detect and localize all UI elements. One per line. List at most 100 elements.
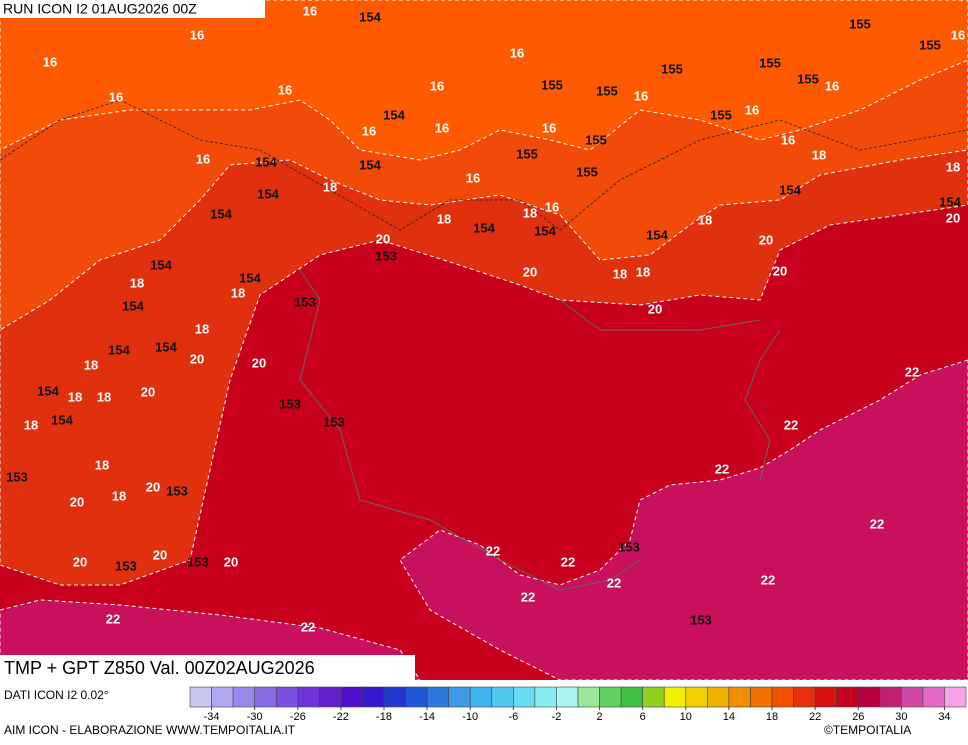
colorbar-swatch <box>620 686 643 708</box>
contour-label: 16 <box>542 120 556 135</box>
contour-label: 153 <box>618 539 640 554</box>
colorbar-tick-label: 34 <box>938 711 950 723</box>
colorbar-swatch <box>340 686 363 708</box>
colorbar-swatch <box>534 686 557 708</box>
colorbar-tick-label: 18 <box>766 711 778 723</box>
contour-label: 20 <box>73 554 87 569</box>
contour-label: 155 <box>759 55 781 70</box>
contour-label: 20 <box>773 263 787 278</box>
contour-label: 20 <box>153 547 167 562</box>
colorbar-tick-label: -6 <box>508 711 518 723</box>
colorbar-tick-label: 10 <box>680 711 692 723</box>
contour-label: 16 <box>466 170 480 185</box>
contour-label: 153 <box>166 483 188 498</box>
colorbar-swatch <box>642 686 665 708</box>
contour-label: 22 <box>301 619 315 634</box>
colorbar-swatch <box>189 686 212 708</box>
colorbar-swatch <box>663 686 687 708</box>
colorbar-tick-label: 22 <box>809 711 821 723</box>
colorbar-swatch <box>857 686 881 708</box>
colorbar-swatch <box>319 686 342 708</box>
contour-label: 16 <box>362 123 376 138</box>
colorbar-swatch <box>707 686 730 708</box>
contour-label: 155 <box>596 83 618 98</box>
colorbar-swatch <box>922 686 945 708</box>
contour-label: 18 <box>68 389 82 404</box>
contour-label: 20 <box>759 232 773 247</box>
contour-label: 22 <box>715 461 729 476</box>
contour-label: 16 <box>43 54 57 69</box>
contour-label: 154 <box>122 298 144 313</box>
contour-label: 18 <box>636 264 650 279</box>
colorbar-tick-label: -10 <box>462 711 478 723</box>
colorbar-swatch <box>469 686 493 708</box>
contour-label: 16 <box>190 27 204 42</box>
contour-label: 154 <box>359 157 381 172</box>
copyright-label: ©TEMPOITALIA <box>824 723 911 737</box>
colorbar-tick-label: 2 <box>596 711 602 723</box>
contour-label: 18 <box>437 211 451 226</box>
contour-label: 18 <box>195 321 209 336</box>
colorbar-tick-label: -26 <box>290 711 306 723</box>
contour-label: 18 <box>84 357 98 372</box>
contour-label: 153 <box>323 414 345 429</box>
contour-label: 20 <box>252 355 266 370</box>
contour-label: 16 <box>951 27 965 42</box>
contour-label: 20 <box>648 301 662 316</box>
colorbar-tick-label: -22 <box>333 711 349 723</box>
contour-label: 18 <box>24 417 38 432</box>
contour-label: 16 <box>745 102 759 117</box>
contour-label: 18 <box>523 205 537 220</box>
colorbar-swatch <box>728 686 751 708</box>
contour-label: 153 <box>294 294 316 309</box>
contour-label: 20 <box>70 494 84 509</box>
contour-label: 22 <box>905 364 919 379</box>
contour-label: 154 <box>108 342 130 357</box>
contour-label: 154 <box>37 383 59 398</box>
colorbar-swatch <box>599 686 622 708</box>
contour-label: 18 <box>946 159 960 174</box>
colorbar-tick-label: 30 <box>895 711 907 723</box>
contour-label: 22 <box>561 554 575 569</box>
contour-label: 155 <box>710 107 732 122</box>
colorbar-tick-label: -2 <box>552 711 562 723</box>
contour-label: 154 <box>534 223 556 238</box>
colorbar-swatch <box>750 686 773 708</box>
contour-label: 16 <box>510 45 524 60</box>
contour-label: 154 <box>473 220 495 235</box>
colorbar-swatch <box>944 686 967 708</box>
contour-label: 155 <box>576 164 598 179</box>
colorbar-swatch <box>383 686 406 708</box>
colorbar-swatch <box>685 686 708 708</box>
contour-label: 18 <box>95 457 109 472</box>
zone-16 <box>0 0 968 161</box>
contour-label: 22 <box>761 572 775 587</box>
colorbar-swatch <box>814 686 837 708</box>
colorbar-swatch <box>405 686 428 708</box>
colorbar-swatch <box>254 686 277 708</box>
source-label: DATI ICON I2 0.02° <box>4 688 109 702</box>
credit-label: AIM ICON - ELABORAZIONE WWW.TEMPOITALIA.… <box>4 723 296 737</box>
contour-label: 155 <box>585 132 607 147</box>
contour-label: 153 <box>115 558 137 573</box>
map <box>0 0 968 681</box>
contour-label: 18 <box>112 488 126 503</box>
contour-label: 16 <box>303 3 317 18</box>
contour-label: 22 <box>486 543 500 558</box>
contour-label: 155 <box>516 146 538 161</box>
contour-label: 154 <box>257 186 279 201</box>
contour-label: 155 <box>849 16 871 31</box>
run-label: RUN ICON I2 01AUG2026 00Z <box>3 1 197 17</box>
contour-label: 20 <box>146 479 160 494</box>
contour-label: 18 <box>231 285 245 300</box>
colorbar-swatch <box>232 686 255 708</box>
coastline <box>299 269 781 591</box>
contour-label: 154 <box>150 257 172 272</box>
colorbar-swatch <box>901 686 924 708</box>
colorbar-swatch <box>448 686 471 708</box>
contour-label: 154 <box>51 412 73 427</box>
colorbar-swatch <box>577 686 600 708</box>
contour-label: 20 <box>190 351 204 366</box>
colorbar-swatch <box>491 686 514 708</box>
